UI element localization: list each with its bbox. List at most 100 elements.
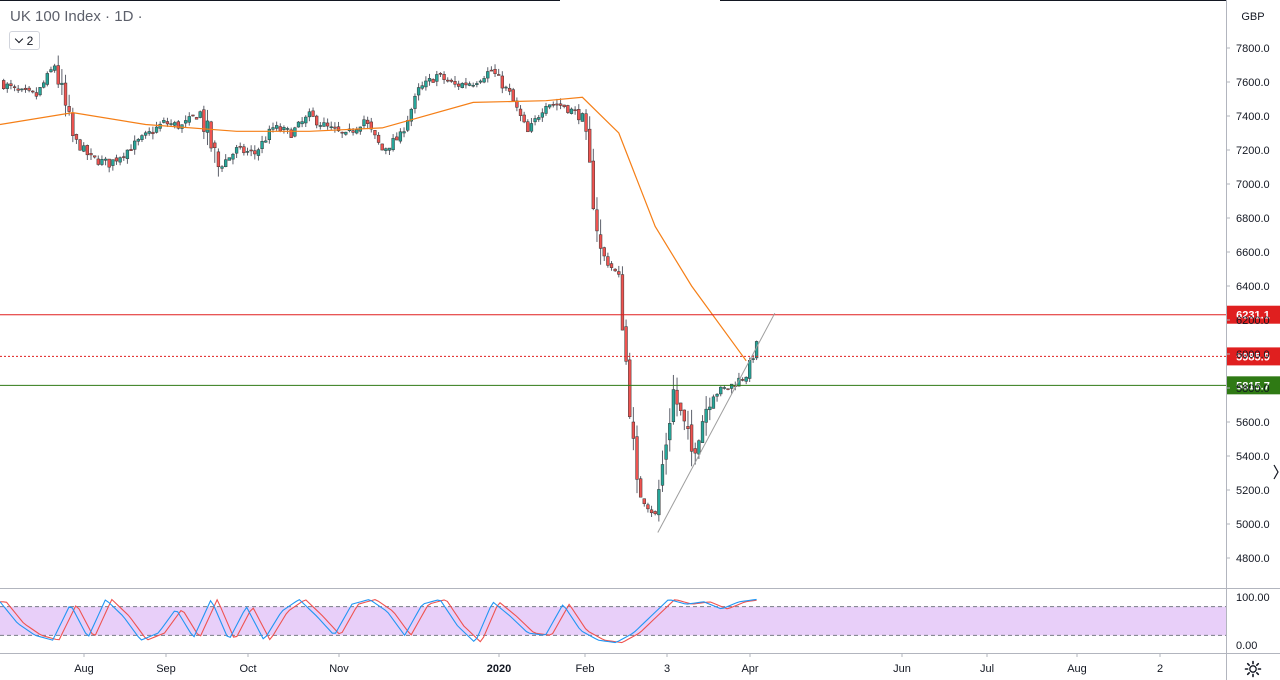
price-tick-label: 6000.0 [1236,349,1270,361]
candle-body [609,263,614,268]
candle-body [387,147,392,151]
candle-body [660,464,665,486]
candle-body [460,83,464,88]
candle-body [664,444,668,460]
candle-body [682,409,686,422]
candle-body [475,83,479,85]
candle-body [369,121,373,130]
candle-body [595,209,599,232]
candle-body [500,75,504,89]
candle-body [169,123,173,125]
candle-body [631,421,636,439]
support-trendline[interactable] [657,312,776,533]
candle-body [96,158,100,165]
candle-body [194,117,199,120]
candle-body [231,153,235,160]
candle-body [278,126,282,132]
gear-icon[interactable] [1243,659,1263,679]
candle-body [438,73,443,75]
candle-body [351,130,355,133]
candle-body [82,145,86,152]
resize-handle-icon[interactable] [1272,463,1280,481]
candle-body [391,138,395,151]
candle-body [416,87,421,96]
price-level-badge [1227,376,1280,395]
candle-body [311,110,315,117]
candle-body [435,74,439,82]
price-tick-label: 7800.0 [1236,43,1270,55]
candle-body [442,73,446,80]
candle-body [398,131,403,142]
candle-body [238,146,242,148]
oscillator-tick-label: 0.00 [1236,640,1257,652]
candle-body [187,116,191,123]
candle-body [158,123,162,129]
candle-body [147,131,151,134]
candle-body [406,120,410,131]
candle-body [617,271,621,275]
candle-body [67,106,71,112]
time-tick-label: Aug [74,663,94,675]
candle-body [729,383,734,389]
time-tick-label: Apr [741,663,758,675]
candle-body [456,83,461,87]
candle-body [143,132,148,136]
price-tick-label: 6600.0 [1236,247,1270,259]
candle-body [107,158,111,168]
candle-body [547,104,552,108]
time-tick-label: 3 [664,663,670,675]
candle-body [27,87,31,91]
candle-body [16,88,20,91]
candle-body [740,379,745,381]
legend-collapse-button[interactable]: 2 [9,31,40,50]
time-tick-label: Sep [156,663,176,675]
candle-body [282,126,286,130]
candle-body [1,80,6,89]
candle-body [497,74,501,76]
candle-body [719,386,723,395]
candle-body [133,140,137,150]
candle-body [471,84,475,87]
stochastic-pane: 100.00 0.00 [0,592,1270,652]
candle-body [271,127,275,130]
candle-body [260,141,264,149]
candle-body [216,151,221,168]
candle-body [744,376,748,382]
candle-body [118,157,122,163]
candle-body [467,83,472,86]
candle-body [165,121,170,125]
candle-body [431,79,435,83]
candle-body [85,145,90,156]
candle-body [522,114,526,123]
candle-body [12,86,17,88]
candle-body [657,489,661,516]
candle-body [482,78,486,83]
candle-body [89,153,93,156]
candle-body [544,106,548,114]
candle-body [307,111,312,118]
candle-body [628,359,632,418]
candle-body [569,108,574,114]
candle-body [355,129,359,134]
candle-body [591,160,595,210]
candle-body [52,65,57,71]
candle-body [71,112,75,136]
candle-body [478,80,483,83]
candle-body [38,87,42,96]
candle-body [751,358,755,360]
candle-body [315,115,319,126]
candle-body [529,123,534,132]
candle-body [154,126,159,133]
candle-body [511,89,515,102]
price-tick-label: 7000.0 [1236,179,1270,191]
candle-body [653,511,657,515]
candle-body [533,118,537,123]
oscillator-tick-label: 100.00 [1236,592,1270,604]
candle-body [20,88,24,91]
price-tick-label: 4800.0 [1236,553,1270,565]
price-tick-label: 6200.0 [1236,315,1270,327]
candle-body [300,121,304,125]
candle-body [322,122,326,127]
candle-body [693,448,697,454]
